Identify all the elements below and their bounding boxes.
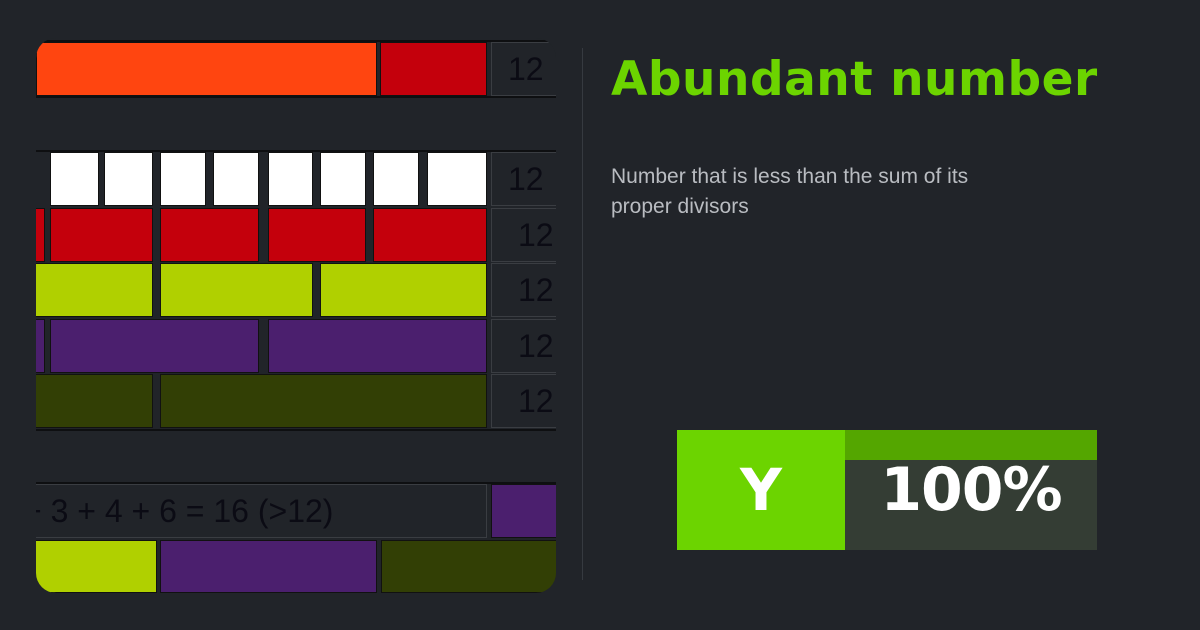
bar-segment bbox=[36, 263, 153, 317]
divisor-illustration: 12 12 12 12 12 12 + 3 + 4 + 6 = 16 (>12) bbox=[36, 38, 556, 593]
divisor-sum-formula: + 3 + 4 + 6 = 16 (>12) bbox=[36, 484, 487, 538]
score-bar-fill bbox=[845, 430, 1097, 460]
bar-segment bbox=[160, 152, 206, 206]
bar-segment bbox=[491, 484, 556, 538]
score-bar: 100% bbox=[845, 430, 1097, 550]
row-label: 12 bbox=[491, 263, 556, 317]
bar-segment bbox=[36, 374, 153, 428]
score-percent: 100% bbox=[880, 455, 1062, 525]
page-title: Abundant number bbox=[611, 52, 1098, 107]
bar-segment bbox=[36, 540, 157, 593]
formula-text: + 3 + 4 + 6 = 16 (>12) bbox=[36, 493, 334, 529]
bar-segment bbox=[36, 207, 45, 262]
description: Number that is less than the sum of its … bbox=[611, 165, 969, 218]
bar-segment bbox=[104, 152, 153, 206]
badge-letter: Y bbox=[677, 430, 845, 550]
row-label: 12 bbox=[491, 207, 556, 262]
bar-segment bbox=[268, 318, 487, 373]
bar-segment bbox=[381, 540, 556, 593]
bar-segment bbox=[50, 207, 153, 262]
vertical-divider bbox=[582, 48, 583, 580]
row-label: 12 bbox=[491, 374, 556, 428]
bar-segment bbox=[427, 152, 487, 206]
bar-segment bbox=[373, 207, 487, 262]
divider-line bbox=[36, 429, 556, 431]
bar-segment bbox=[213, 152, 259, 206]
bar-segment bbox=[160, 374, 487, 428]
bar-segment bbox=[36, 318, 45, 373]
bar-segment bbox=[380, 42, 487, 96]
bar-segment bbox=[160, 207, 259, 262]
row-label: 12 bbox=[491, 42, 556, 96]
bar-segment bbox=[268, 207, 366, 262]
bar-segment bbox=[50, 318, 259, 373]
bar-segment bbox=[160, 263, 313, 317]
divider-line bbox=[36, 150, 556, 152]
divider-line bbox=[36, 40, 556, 42]
divider-line bbox=[36, 482, 556, 484]
row-label: 12 bbox=[491, 152, 556, 206]
bar-segment bbox=[50, 152, 99, 206]
divider-line bbox=[36, 96, 556, 98]
bar-segment bbox=[320, 152, 366, 206]
bar-segment bbox=[320, 263, 487, 317]
bar-segment bbox=[373, 152, 419, 206]
bar-segment bbox=[36, 42, 377, 96]
bar-segment bbox=[160, 540, 377, 593]
score-badge: Y 100% bbox=[677, 430, 1097, 550]
row-label: 12 bbox=[491, 318, 556, 373]
bar-segment bbox=[268, 152, 313, 206]
